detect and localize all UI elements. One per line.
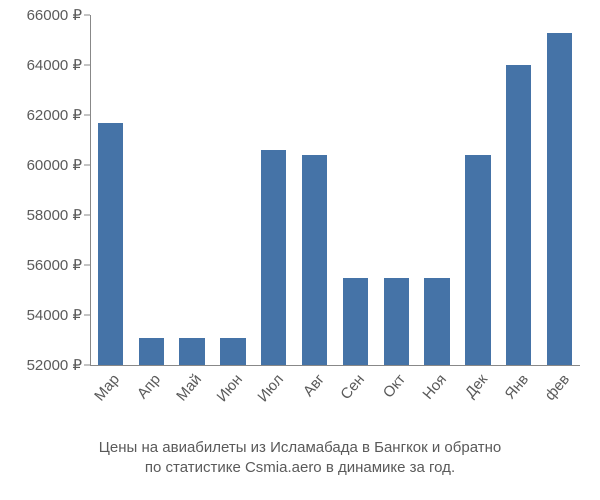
bar — [261, 150, 286, 365]
x-tick-label: Апр — [134, 371, 164, 402]
x-tick-label: Ноя — [420, 371, 451, 403]
y-tick-label: 64000 ₽ — [27, 56, 82, 74]
caption-line-2: по статистике Csmia.aero в динамике за г… — [145, 459, 455, 476]
y-tick-label: 58000 ₽ — [27, 206, 82, 224]
x-axis: Мар Апр МайИюнИюл Авг Сен Окт Ноя Дек Янвфев — [90, 365, 580, 435]
bars-group — [90, 15, 580, 365]
x-tick-label: Июн — [213, 371, 246, 405]
y-tick-label: 52000 ₽ — [27, 356, 82, 374]
bar — [98, 123, 123, 366]
y-tick-label: 60000 ₽ — [27, 156, 82, 174]
x-tick-label: Дек — [462, 371, 491, 401]
bar — [343, 278, 368, 366]
x-tick-label: Июл — [254, 371, 287, 405]
bar — [465, 155, 490, 365]
bar — [424, 278, 449, 366]
x-tick-label: Авг — [300, 371, 328, 400]
x-tick-label: Окт — [380, 371, 409, 401]
bar — [384, 278, 409, 366]
y-tick-label: 66000 ₽ — [27, 6, 82, 24]
y-tick-label: 54000 ₽ — [27, 306, 82, 324]
plot-area — [90, 15, 580, 365]
bar — [506, 65, 531, 365]
caption-line-1: Цены на авиабилеты из Исламабада в Бангк… — [99, 439, 501, 456]
bar — [220, 338, 245, 366]
x-tick-label: Мар — [92, 371, 124, 404]
bar — [139, 338, 164, 366]
price-bar-chart: 52000 ₽ 54000 ₽ 56000 ₽ 58000 ₽ 60000 ₽ 62000… — [0, 0, 600, 500]
chart-caption: Цены на авиабилеты из Исламабада в Бангк… — [0, 438, 600, 479]
y-tick-label: 56000 ₽ — [27, 256, 82, 274]
x-tick-label: Янв — [501, 371, 531, 403]
x-tick-label: фев — [541, 371, 572, 404]
bar — [179, 338, 204, 366]
x-tick-label: Сен — [338, 371, 369, 403]
x-tick-label: Май — [173, 371, 205, 404]
bar — [547, 33, 572, 366]
y-tick-label: 62000 ₽ — [27, 106, 82, 124]
y-axis: 52000 ₽54000 ₽56000 ₽58000 ₽60000 ₽62000… — [0, 15, 90, 365]
bar — [302, 155, 327, 365]
